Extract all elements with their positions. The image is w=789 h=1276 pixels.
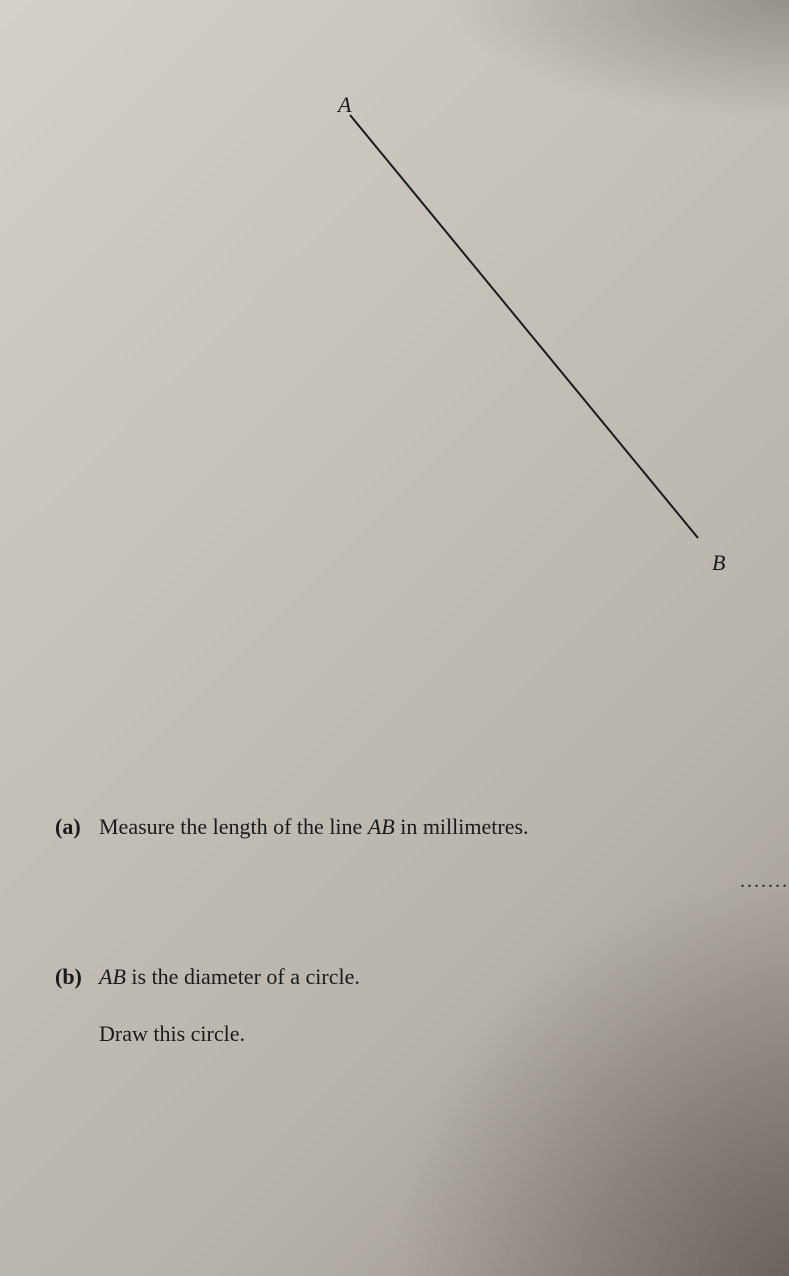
question-b-row: (b) AB is the diameter of a circle.	[55, 960, 755, 993]
question-a: (a) Measure the length of the line AB in…	[55, 810, 755, 843]
question-b-line1-post: is the diameter of a circle.	[126, 964, 360, 989]
question-b-line2: Draw this circle.	[99, 1021, 755, 1047]
question-b: (b) AB is the diameter of a circle. Draw…	[55, 960, 755, 1047]
question-a-label: (a)	[55, 814, 85, 840]
question-a-row: (a) Measure the length of the line AB in…	[55, 810, 755, 843]
question-b-line1-italic: AB	[99, 964, 126, 989]
question-b-line1: AB is the diameter of a circle.	[99, 960, 360, 993]
question-a-text-italic: AB	[368, 814, 395, 839]
point-label-a: A	[338, 92, 351, 118]
diagram-svg	[0, 80, 789, 600]
question-a-text-pre: Measure the length of the line	[99, 814, 368, 839]
page-container: A B (a) Measure the length of the line A…	[0, 0, 789, 1276]
question-a-text: Measure the length of the line AB in mil…	[99, 810, 529, 843]
line-ab	[350, 115, 698, 538]
question-b-label: (b)	[55, 964, 85, 990]
question-a-text-post: in millimetres.	[395, 814, 529, 839]
answer-line-dots: .......	[740, 870, 789, 893]
point-label-b: B	[712, 550, 725, 576]
line-diagram: A B	[0, 80, 789, 600]
page-shadow-corner	[389, 876, 789, 1276]
